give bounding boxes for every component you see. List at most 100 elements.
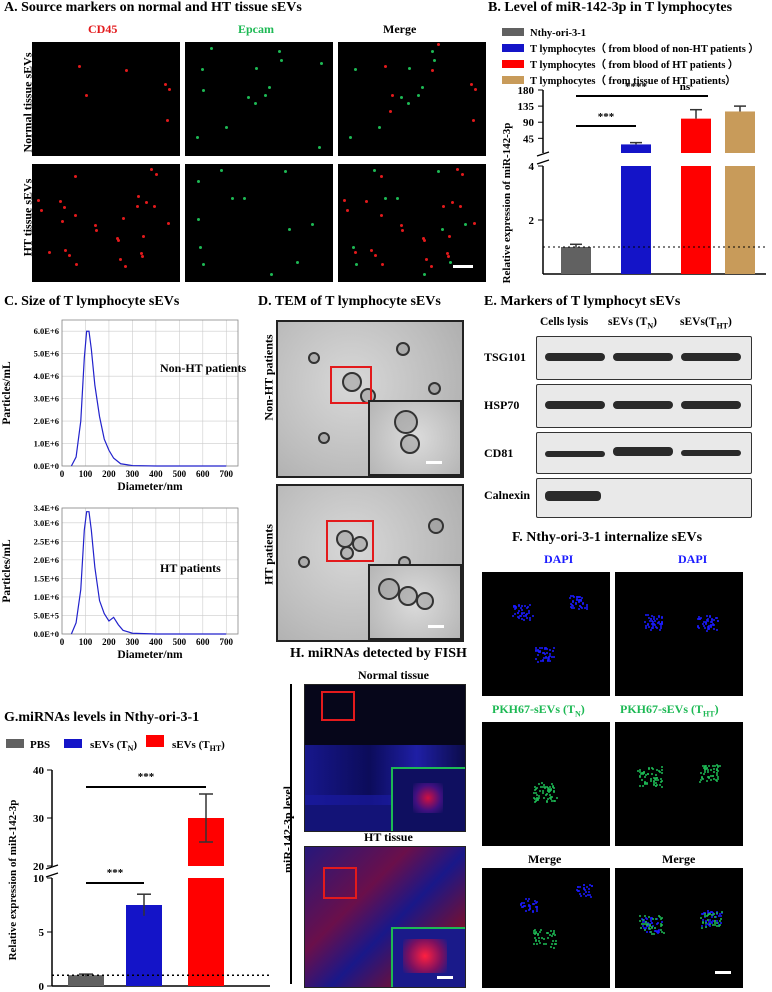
fluorescent-dot	[652, 917, 655, 920]
fluorescent-dot	[470, 83, 473, 86]
fluorescent-dot	[720, 921, 723, 924]
fluorescent-dot	[550, 782, 553, 785]
fluorescent-dot	[639, 914, 642, 917]
fluorescent-dot	[654, 777, 657, 780]
fluorescent-dot	[543, 653, 546, 656]
fluorescent-dot	[660, 916, 663, 919]
fluorescent-dot	[715, 616, 718, 619]
panel-f-title: F. Nthy-ori-3-1 internalize sEVs	[512, 530, 703, 545]
bar-2-lower	[681, 166, 711, 274]
fluorescent-dot	[571, 603, 574, 606]
fluorescent-dot	[521, 609, 524, 612]
fluorescent-dot	[707, 617, 710, 620]
fluorescent-dot	[119, 258, 122, 261]
fluorescent-dot	[349, 136, 352, 139]
fluorescent-dot	[582, 888, 585, 891]
fluorescent-dot	[546, 648, 549, 651]
fluorescent-dot	[354, 68, 357, 71]
y-tick-label: 0.0E+0	[34, 629, 59, 639]
fluorescent-dot	[645, 927, 648, 930]
legend-label-ht-blood: T lymphocytes（ from blood of HT patients…	[530, 58, 739, 71]
fluorescent-dot	[407, 102, 410, 105]
fluorescent-dot	[659, 923, 662, 926]
x-axis-label: Diameter/nm	[117, 481, 183, 493]
fluorescent-dot	[662, 931, 665, 934]
panel-g-bars	[52, 793, 270, 986]
fluorescent-dot	[537, 794, 540, 797]
fluorescent-dot	[702, 920, 705, 923]
fluorescent-dot	[715, 911, 718, 914]
fluorescent-dot	[553, 931, 556, 934]
fluorescent-dot	[380, 175, 383, 178]
fluorescent-dot	[573, 595, 576, 598]
fluorescent-dot	[374, 254, 377, 257]
panel-d-title: D. TEM of T lymphocyte sEVs	[258, 294, 441, 309]
fluorescent-dot	[645, 783, 648, 786]
fluorescent-dot	[650, 920, 653, 923]
fluorescent-dot	[384, 197, 387, 200]
fluorescent-dot	[647, 626, 650, 629]
fluorescent-dot	[654, 930, 657, 933]
y-tick-label: 135	[518, 101, 535, 113]
fluorescent-dot	[545, 651, 548, 654]
fluorescent-dot	[720, 917, 723, 920]
fluorescent-dot	[711, 775, 714, 778]
fluorescent-dot	[378, 126, 381, 129]
fluorescent-dot	[708, 616, 711, 619]
fluorescent-dot	[318, 146, 321, 149]
fluorescent-dot	[655, 931, 658, 934]
fluorescent-dot	[270, 273, 273, 276]
fluorescent-dot	[520, 903, 523, 906]
fluorescent-dot	[544, 942, 547, 945]
fluorescent-dot	[456, 168, 459, 171]
scale-bar	[453, 265, 473, 268]
fluorescent-dot	[717, 923, 720, 926]
fluorescent-dot	[549, 649, 552, 652]
fluorescent-dot	[547, 659, 550, 662]
y-tick-label: 5.0E+5	[34, 610, 59, 620]
panel-h-fish-normal	[304, 684, 466, 832]
panel-h-title: H. miRNAs detected by FISH	[290, 646, 467, 661]
fluorescent-dot	[155, 173, 158, 176]
fluorescent-dot	[534, 800, 537, 802]
fluorescent-dot	[140, 252, 143, 255]
fluorescent-dot	[549, 655, 552, 658]
fluorescent-dot	[550, 945, 553, 948]
fluorescent-dot	[714, 924, 717, 927]
fluorescent-dot	[553, 943, 556, 946]
fluorescent-dot	[697, 617, 700, 620]
fluorescent-dot	[656, 930, 659, 933]
fluorescent-dot	[534, 797, 537, 800]
fluorescent-dot	[575, 602, 578, 605]
fluorescent-dot	[431, 50, 434, 53]
fluorescent-dot	[550, 942, 553, 945]
fluorescent-dot	[712, 764, 715, 767]
fluorescent-dot	[577, 596, 580, 598]
panel-d-row-ht: HT patients	[261, 524, 276, 585]
fluorescent-dot	[655, 774, 658, 777]
fluorescent-dot	[650, 921, 653, 924]
legend-label-nthy: Nthy-ori-3-1	[530, 28, 586, 39]
fluorescent-dot	[522, 901, 525, 904]
fluorescent-dot	[705, 921, 708, 924]
fluorescent-dot	[547, 657, 550, 660]
fluorescent-dot	[521, 906, 524, 909]
fluorescent-dot	[553, 929, 556, 932]
fluorescent-dot	[396, 197, 399, 200]
fluorescent-dot	[542, 938, 545, 941]
x-tick-label: 400	[149, 637, 163, 647]
fluorescent-dot	[708, 912, 711, 915]
fluorescent-dot	[713, 920, 716, 923]
fluorescent-dot	[650, 926, 653, 929]
fluorescent-dot	[715, 780, 718, 783]
panel-a-normal-epcam-image	[185, 42, 333, 156]
fluorescent-dot	[649, 928, 652, 930]
fluorescent-dot	[534, 930, 537, 933]
fluorescent-dot	[582, 887, 585, 890]
fluorescent-dot	[650, 617, 653, 620]
y-tick-label: 4	[529, 161, 535, 173]
fluorescent-dot	[142, 235, 145, 238]
fluorescent-dot	[550, 656, 553, 659]
fluorescent-dot	[709, 919, 712, 922]
fluorescent-dot	[255, 67, 258, 70]
